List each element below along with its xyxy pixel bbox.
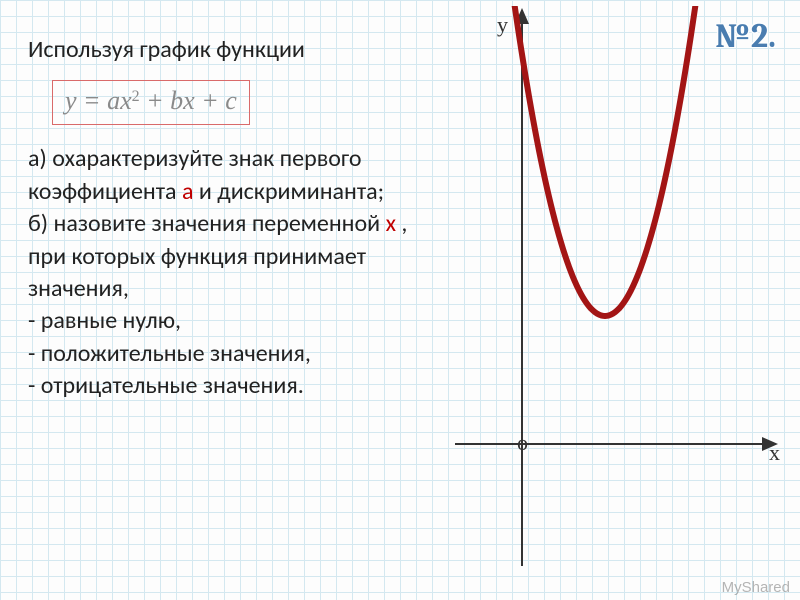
y-axis-label: у — [497, 12, 508, 38]
watermark: MyShared — [722, 579, 790, 596]
part-a: а) охарактеризуйте знак первого коэффици… — [28, 143, 448, 208]
bullet-negative: - отрицательные значения. — [28, 370, 448, 402]
bullet-positive: - положительные значения, — [28, 338, 448, 370]
var-x-letter: х — [386, 209, 396, 238]
origin-label: о — [517, 430, 528, 456]
coef-a-letter: а — [182, 177, 194, 206]
intro-line: Используя график функции — [28, 34, 448, 66]
part-b: б) назовите значения переменной х , при … — [28, 208, 448, 305]
formula-box: y = ax2 + bx + c — [52, 80, 250, 125]
task-text: Используя график функции y = ax2 + bx + … — [28, 34, 448, 403]
formula: y = ax2 + bx + c — [65, 86, 237, 115]
function-graph — [450, 6, 780, 576]
part-a-post: и дискриминанта; — [193, 177, 384, 206]
x-axis-label: х — [769, 440, 780, 466]
bullet-zero: - равные нулю, — [28, 305, 448, 337]
part-b-pre: б) назовите значения переменной — [28, 209, 386, 238]
